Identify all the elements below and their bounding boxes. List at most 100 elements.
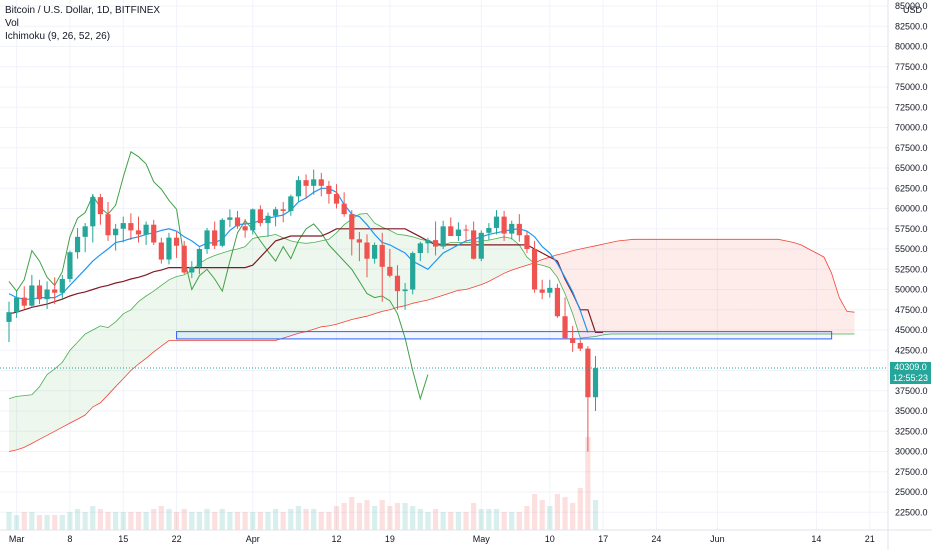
candle-body <box>82 226 88 237</box>
candle <box>21 286 27 309</box>
candle-body <box>242 226 248 231</box>
cloud-segment <box>130 301 139 371</box>
candle-body <box>417 243 423 254</box>
price-tick-label: 27500.0 <box>895 467 928 477</box>
cloud-segment <box>664 239 672 335</box>
candle-body <box>196 249 203 267</box>
candle-body <box>478 232 484 259</box>
cloud-segment <box>816 253 825 335</box>
volume-bar <box>585 437 591 530</box>
time-tick-label: 14 <box>811 534 821 544</box>
currency-label[interactable]: USD <box>903 5 923 15</box>
time-tick-label: 15 <box>118 534 128 544</box>
cloud-segment <box>115 313 124 387</box>
price-tick-label: 45000.0 <box>895 325 928 335</box>
price-tick-label: 22500.0 <box>895 507 928 517</box>
cloud-segment <box>488 238 497 282</box>
cloud-segment <box>587 245 596 338</box>
candle <box>501 210 507 241</box>
volume-bar <box>432 509 439 530</box>
candle-body <box>349 214 355 240</box>
volume-bar <box>74 509 81 530</box>
cloud-segment <box>709 239 718 335</box>
cloud-segment <box>679 239 687 335</box>
volume-bar <box>173 512 180 530</box>
candle <box>29 274 35 308</box>
candle <box>196 247 203 275</box>
cloud-segment <box>168 276 177 341</box>
leading-span-a-line <box>8 212 855 400</box>
volume-bar <box>394 503 401 530</box>
cloud-segment <box>603 242 611 335</box>
cloud-segment <box>686 239 695 335</box>
volume-bar <box>52 515 58 530</box>
cloud-segment <box>146 291 154 359</box>
candle-body <box>592 368 599 398</box>
candle-body <box>143 224 149 235</box>
cloud-segment <box>435 242 444 298</box>
cloud-segment <box>176 274 185 341</box>
candle-body <box>303 180 309 186</box>
price-tick-label: 25000.0 <box>895 487 928 497</box>
price-tick-label: 80000.0 <box>895 42 928 52</box>
cloud-segment <box>702 239 710 335</box>
cloud-segment <box>610 240 619 335</box>
volume-bar <box>463 512 469 530</box>
candle-body <box>531 249 538 290</box>
cloud-segment <box>519 244 527 268</box>
volume-bar <box>120 512 126 530</box>
symbol-title[interactable]: Bitcoin / U.S. Dollar, 1D, BITFINEX <box>5 5 161 16</box>
candle <box>364 234 370 278</box>
candle-body <box>52 289 58 293</box>
cloud-segment <box>54 362 63 432</box>
volume-bar <box>356 503 362 530</box>
volume-bar <box>509 512 515 530</box>
cloud-segment <box>625 239 634 335</box>
cloud-segment <box>138 295 147 365</box>
ichimoku-indicator-label[interactable]: Ichimoku (9, 26, 52, 26) <box>5 31 111 42</box>
volume-bar <box>272 509 279 530</box>
volume-bar <box>570 503 576 530</box>
candle <box>6 301 12 343</box>
cloud-segment <box>16 395 25 450</box>
candle-body <box>448 226 454 237</box>
cloud-segment <box>229 249 238 341</box>
candle <box>67 250 73 283</box>
candle-body <box>356 239 362 243</box>
candle-body <box>471 230 477 259</box>
price-tick-label: 75000.0 <box>895 82 928 92</box>
cloud-segment <box>306 242 314 332</box>
cloud-segment <box>123 309 131 379</box>
candle <box>97 193 104 225</box>
candle <box>143 221 149 245</box>
candle <box>265 212 271 237</box>
candle <box>166 232 172 265</box>
candle-body <box>280 209 286 211</box>
volume-bar <box>143 512 149 530</box>
volume-indicator-label[interactable]: Vol <box>5 18 19 29</box>
candle-body <box>250 209 256 231</box>
candle-body <box>67 252 73 279</box>
volume-bar <box>440 512 446 530</box>
volume-bar <box>516 512 522 530</box>
candle <box>402 283 408 310</box>
candle-body <box>554 287 561 317</box>
price-tick-label: 77500.0 <box>895 62 928 72</box>
candle <box>333 184 340 209</box>
candle-body <box>295 180 302 197</box>
time-tick-label: Apr <box>246 534 260 544</box>
candle <box>82 223 88 253</box>
volume-bar <box>524 506 530 530</box>
candle <box>531 240 538 293</box>
candle-body <box>570 338 576 343</box>
candle <box>463 224 469 242</box>
candle <box>135 216 142 243</box>
candle-body <box>21 297 27 306</box>
cloud-segment <box>831 273 840 335</box>
cloud-segment <box>397 234 406 308</box>
cloud-segment <box>450 242 459 293</box>
volume-bar <box>90 506 96 530</box>
candle-body <box>311 179 317 186</box>
